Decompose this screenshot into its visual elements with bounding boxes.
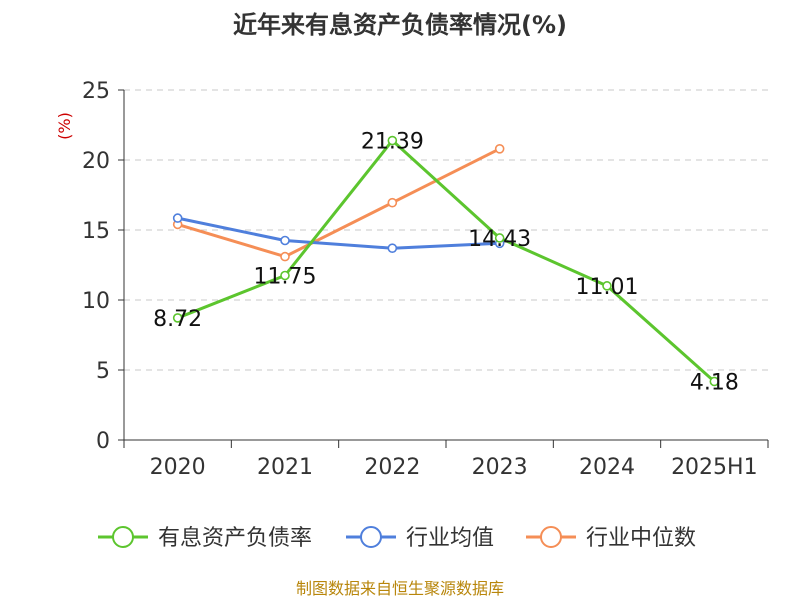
data-labels: 8.72 11.75 21.39 14.43 11.01 4.18 xyxy=(153,130,739,396)
data-point[interactable] xyxy=(709,376,720,387)
x-tick-label: 2020 xyxy=(150,455,206,480)
y-tick-label: 25 xyxy=(82,79,110,104)
legend-item[interactable]: 行业均值 xyxy=(346,526,494,551)
legend-label: 行业均值 xyxy=(406,526,494,551)
legend-item[interactable]: 有息资产负债率 xyxy=(98,526,312,551)
data-point[interactable] xyxy=(494,233,505,243)
legend[interactable]: 有息资产负债率 行业均值 行业中位数 xyxy=(98,526,696,551)
data-label: 11.01 xyxy=(576,275,639,300)
data-label: 8.72 xyxy=(153,307,202,332)
data-point[interactable] xyxy=(494,144,505,154)
data-label: 4.18 xyxy=(690,370,739,395)
series-line xyxy=(177,216,500,250)
x-tick-label: 2024 xyxy=(579,455,635,480)
legend-label: 行业中位数 xyxy=(586,526,696,551)
chart-title: 近年来有息资产负债率情况(%) xyxy=(233,11,567,39)
y-tick-label: 20 xyxy=(82,149,110,174)
axes: 0 5 10 15 20 25 2020 2021 2022 2023 2024 2025H1 xyxy=(82,79,769,480)
x-tick-label: 2022 xyxy=(364,455,420,480)
series-line xyxy=(177,139,716,383)
legend-item[interactable]: 行业中位数 xyxy=(526,526,696,551)
series-lines xyxy=(172,135,720,387)
x-tick-label: 2021 xyxy=(257,455,313,480)
data-point[interactable] xyxy=(172,313,183,323)
y-tick-label: 5 xyxy=(96,359,110,384)
series-line xyxy=(177,147,501,259)
data-point[interactable] xyxy=(387,197,398,208)
data-point[interactable] xyxy=(602,281,612,291)
data-point[interactable] xyxy=(387,243,398,253)
y-tick-label: 15 xyxy=(82,219,110,244)
legend-label: 有息资产负债率 xyxy=(158,526,312,551)
series-0 xyxy=(172,135,720,387)
data-point[interactable] xyxy=(280,235,290,246)
data-label: 11.75 xyxy=(254,265,317,290)
y-tick-label: 0 xyxy=(96,429,110,454)
data-point[interactable] xyxy=(387,135,398,146)
legend-swatch-marker xyxy=(360,526,382,548)
source-note: 制图数据来自恒生聚源数据库 xyxy=(296,579,504,598)
grid xyxy=(124,89,768,371)
data-point[interactable] xyxy=(280,251,290,262)
data-label: 21.39 xyxy=(361,130,424,155)
legend-swatch-marker xyxy=(112,526,134,548)
x-tick-label: 2025H1 xyxy=(671,455,758,480)
data-label: 14.43 xyxy=(468,227,531,252)
data-point[interactable] xyxy=(280,270,290,281)
data-point[interactable] xyxy=(172,213,183,223)
x-tick-label: 2023 xyxy=(472,455,528,480)
y-tick-label: 10 xyxy=(82,289,110,314)
series-1 xyxy=(172,213,505,253)
y-axis-label: (%) xyxy=(55,112,74,140)
legend-swatch-marker xyxy=(540,526,562,548)
